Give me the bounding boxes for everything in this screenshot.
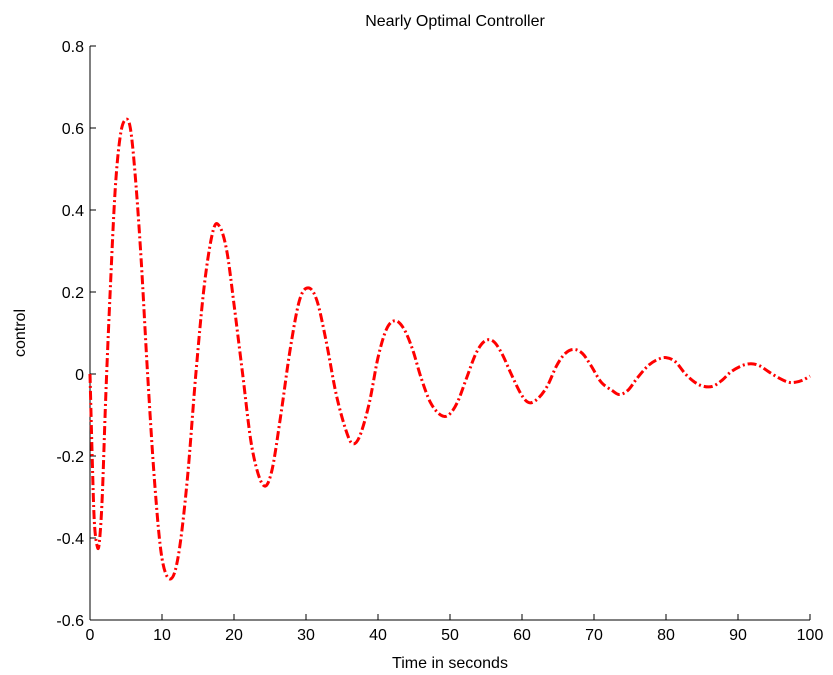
y-tick-label: -0.6 (56, 613, 84, 630)
x-tick-label: 30 (297, 627, 315, 644)
x-tick-label: 50 (441, 627, 459, 644)
x-tick-label: 0 (86, 627, 95, 644)
y-tick-label: -0.4 (56, 531, 84, 548)
y-tick-label: 0.4 (62, 203, 84, 220)
x-tick-label: 90 (729, 627, 747, 644)
series-layer (88, 117, 811, 581)
x-tick-label: 70 (585, 627, 603, 644)
y-tick-label: 0 (75, 367, 84, 384)
chart-title: Nearly Optimal Controller (365, 13, 545, 30)
y-tick-label: 0.8 (62, 39, 84, 56)
y-axis-title: control (12, 309, 29, 357)
x-axis-ticks: 0 10 20 30 40 50 60 70 80 90 100 (86, 614, 824, 644)
x-tick-label: 10 (153, 627, 171, 644)
x-tick-label: 40 (369, 627, 387, 644)
y-tick-label: 0.6 (62, 121, 84, 138)
x-tick-label: 60 (513, 627, 531, 644)
y-axis-ticks: -0.6 -0.4 -0.2 0 0.2 0.4 0.6 0.8 (56, 39, 96, 630)
x-tick-label: 20 (225, 627, 243, 644)
y-tick-label: -0.2 (56, 449, 84, 466)
x-tick-label: 80 (657, 627, 675, 644)
x-tick-label: 100 (797, 627, 824, 644)
series-line-0 (88, 117, 811, 581)
x-axis-title: Time in seconds (392, 655, 508, 672)
y-tick-label: 0.2 (62, 285, 84, 302)
